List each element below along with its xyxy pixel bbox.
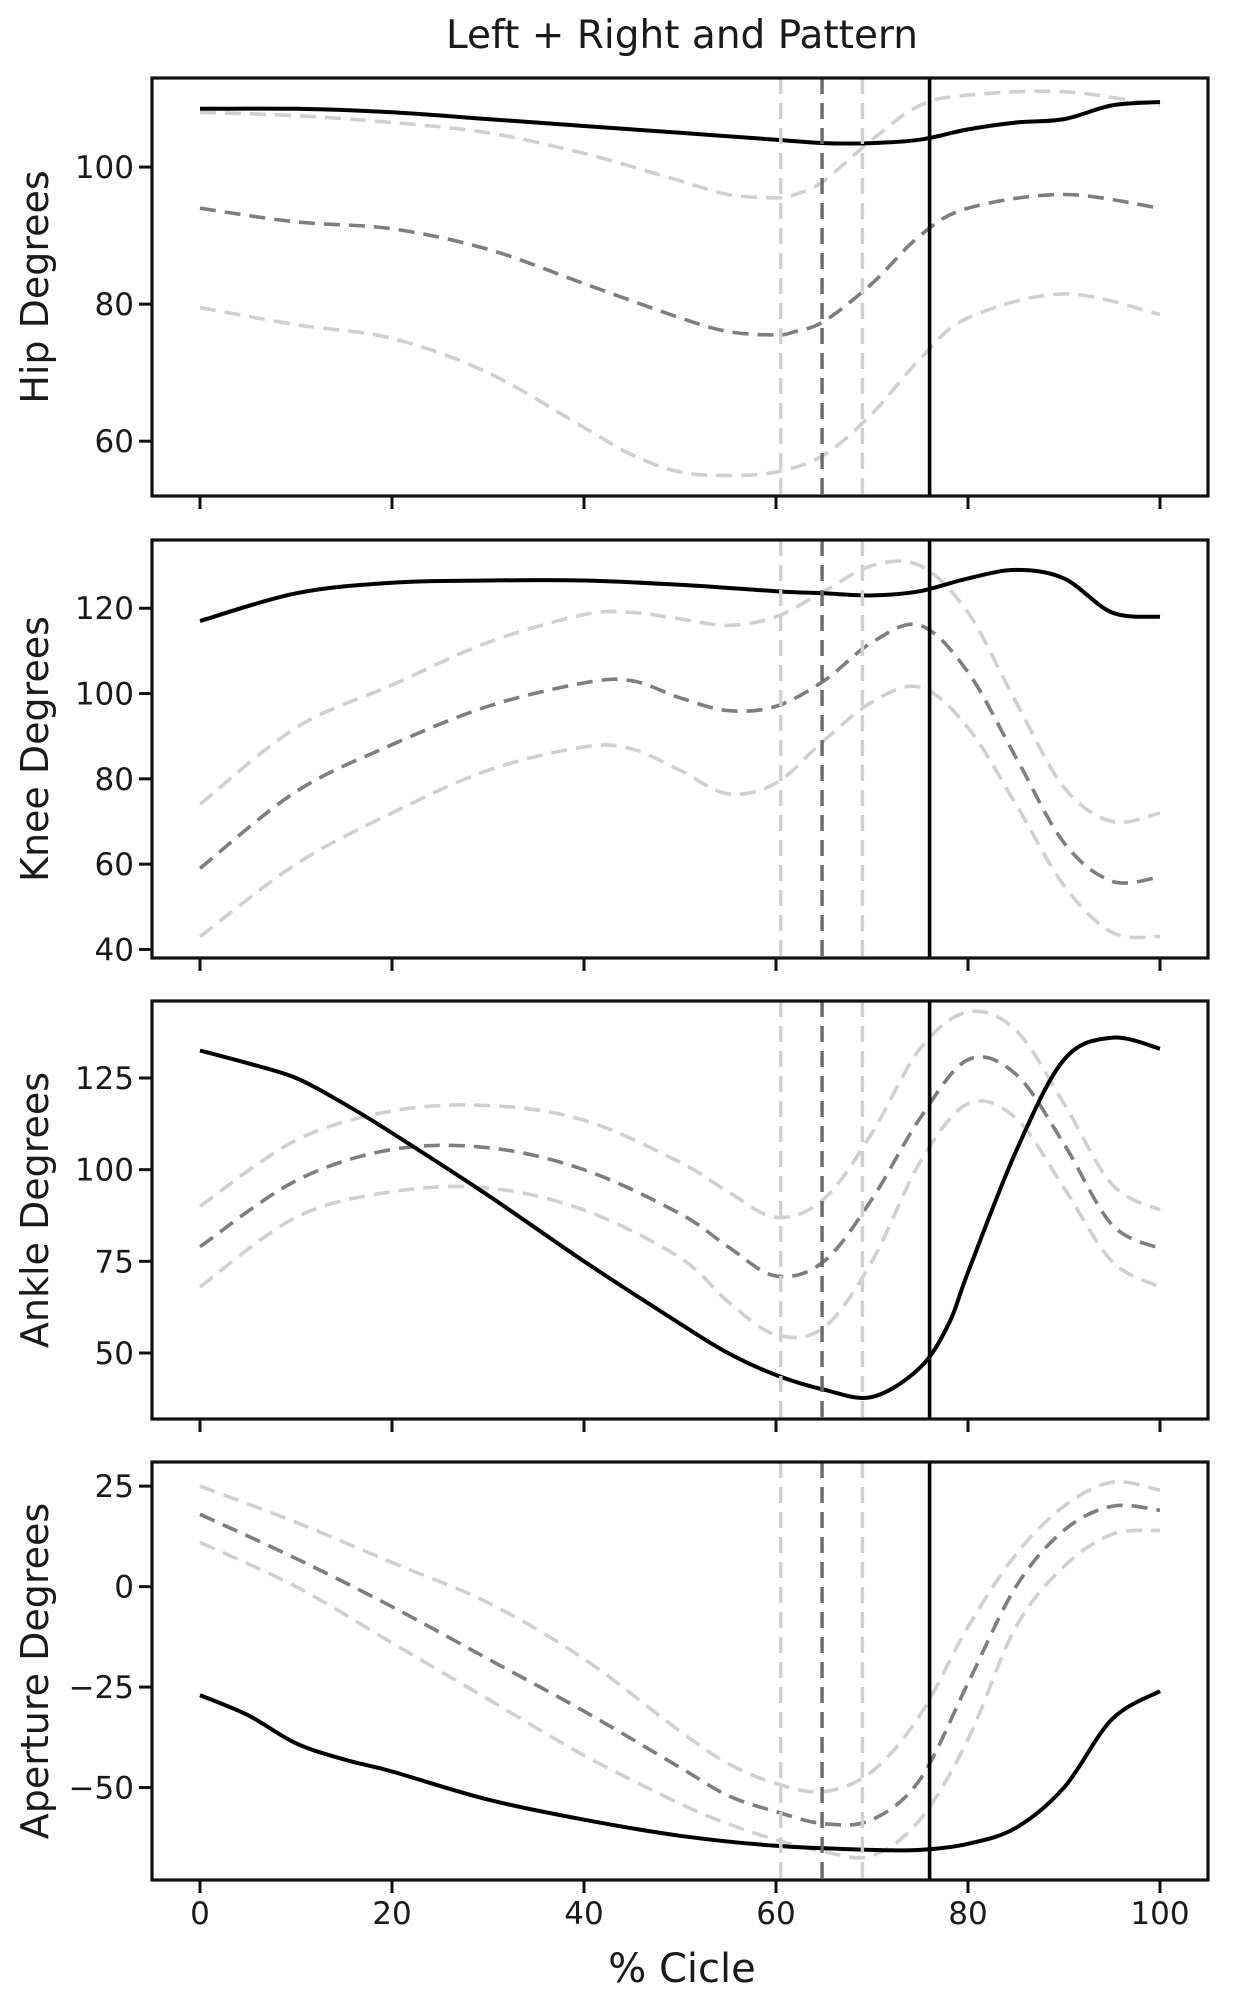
chart-title: Left + Right and Pattern (446, 13, 918, 58)
knee-y-axis-label: Knee Degrees (13, 616, 57, 882)
x-tick-label: 80 (948, 1896, 987, 1932)
ankle-y-tick-label: 125 (75, 1061, 134, 1097)
hip-subject-line (199, 100, 1161, 146)
knee-y-tick-label: 100 (75, 677, 134, 713)
ankle-pattern-mean-line (198, 1055, 1161, 1279)
knee-pattern-upper-line (198, 559, 1161, 825)
x-axis-label: % Cicle (608, 1946, 755, 1992)
panel-knee: 40 60 80 100 120 Knee Degrees (13, 538, 1210, 971)
knee-subject-line (199, 567, 1161, 623)
ankle-y-tick-label: 75 (95, 1244, 134, 1280)
aperture-pattern-mean-line (199, 1503, 1161, 1827)
hip-y-tick-label: 80 (95, 287, 134, 323)
aperture-pattern-upper-line (199, 1479, 1161, 1794)
ankle-y-axis-label: Ankle Degrees (13, 1072, 57, 1348)
hip-pattern-upper-line (199, 89, 1161, 200)
x-tick-label: 100 (1130, 1896, 1189, 1932)
knee-axes-frame (150, 538, 1210, 960)
knee-y-tick-label: 60 (95, 847, 134, 883)
knee-pattern-lower-line (198, 684, 1161, 940)
aperture-y-tick-label: −50 (69, 1771, 134, 1807)
ankle-axes-frame (150, 999, 1210, 1421)
hip-y-tick-label: 60 (95, 424, 134, 460)
hip-y-tick-label: 100 (75, 150, 134, 186)
panel-hip: 60 80 100 Hip Degrees (13, 76, 1210, 509)
aperture-y-tick-label: 0 (114, 1570, 134, 1606)
hip-y-axis-label: Hip Degrees (13, 170, 57, 403)
x-tick-label: 60 (756, 1896, 795, 1932)
panel-aperture: −50 −25 0 25 0 20 40 60 80 100 Aperture Degrees (13, 1460, 1210, 1932)
knee-y-tick-label: 120 (75, 591, 134, 627)
aperture-y-tick-label: 25 (95, 1469, 134, 1505)
ankle-subject-line (199, 1035, 1161, 1400)
hip-axes-frame (150, 76, 1210, 498)
hip-pattern-lower-line (199, 292, 1161, 478)
aperture-axes-frame (150, 1460, 1210, 1882)
knee-y-tick-label: 80 (95, 762, 134, 798)
x-tick-label: 0 (190, 1896, 210, 1932)
hip-pattern-mean-line (199, 192, 1161, 337)
aperture-pattern-lower-line (199, 1528, 1161, 1860)
ankle-y-tick-label: 50 (95, 1336, 134, 1372)
x-tick-label: 40 (564, 1896, 603, 1932)
knee-pattern-mean-line (198, 622, 1161, 885)
knee-y-tick-label: 40 (95, 932, 134, 968)
ankle-y-tick-label: 100 (75, 1153, 134, 1189)
panel-ankle: 50 75 100 125 Ankle Degrees (13, 999, 1210, 1432)
ankle-pattern-lower-line (198, 1099, 1161, 1340)
ankle-pattern-upper-line (198, 1009, 1161, 1220)
x-tick-label: 20 (372, 1896, 411, 1932)
aperture-y-axis-label: Aperture Degrees (13, 1503, 57, 1839)
aperture-y-tick-label: −25 (69, 1670, 134, 1706)
aperture-subject-line (199, 1689, 1162, 1853)
